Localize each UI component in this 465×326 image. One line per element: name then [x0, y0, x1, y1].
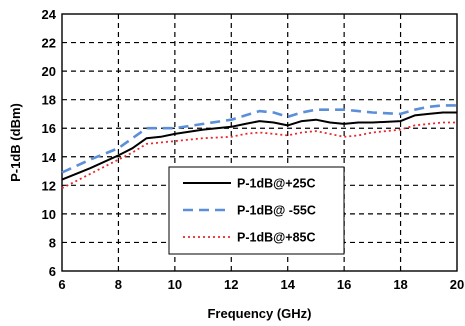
y-tick-label: 10: [42, 207, 56, 222]
y-tick-label: 8: [49, 235, 56, 250]
y-tick-label: 12: [42, 178, 56, 193]
y-tick-label: 14: [42, 150, 57, 165]
legend-box: [168, 166, 345, 255]
y-tick-label: 22: [42, 36, 56, 51]
x-tick-label: 18: [393, 277, 407, 292]
plot-frame: [61, 13, 458, 272]
x-tick-label: 10: [168, 277, 182, 292]
x-tick-label: 8: [115, 277, 122, 292]
x-tick-label: 14: [280, 277, 295, 292]
x-tick-label: 6: [58, 277, 65, 292]
y-tick-label: 24: [42, 7, 57, 22]
y-tick-label: 20: [42, 64, 56, 79]
series-line-25c: [61, 111, 457, 181]
legend-label-minus55c: P-1dB@ -55C: [237, 204, 316, 218]
x-tick-label: 20: [450, 277, 464, 292]
x-axis-title: Frequency (GHz): [207, 306, 311, 321]
legend: P-1dB@+25C P-1dB@ -55C P-1dB@+85C: [168, 166, 345, 255]
series-line-minus55c: [61, 104, 457, 174]
legend-label-85c: P-1dB@+85C: [237, 231, 316, 245]
x-tick-label: 16: [337, 277, 351, 292]
y-tick-label: 6: [49, 264, 56, 279]
x-tick-label: 12: [224, 277, 238, 292]
y-axis-title: P-1dB (dBm): [8, 103, 23, 182]
legend-label-25c: P-1dB@+25C: [237, 177, 316, 191]
y-tick-label: 18: [42, 93, 56, 108]
y-tick-label: 16: [42, 121, 56, 136]
axis-ticks: 6 8 10 12 14 16 18 20 6 8 10 12 14 16 18 20 22 24: [42, 7, 465, 292]
series-lines: [61, 104, 457, 190]
series-line-85c: [61, 121, 457, 190]
grid-lines: [62, 14, 457, 271]
